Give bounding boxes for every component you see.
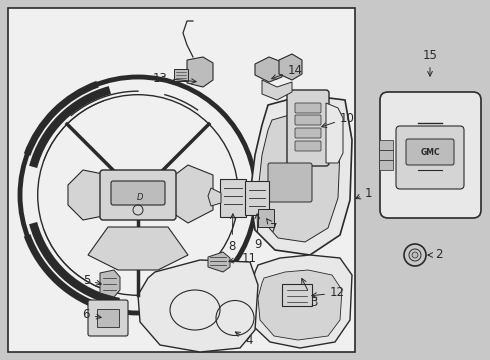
FancyBboxPatch shape (111, 181, 165, 205)
FancyBboxPatch shape (295, 103, 321, 113)
FancyBboxPatch shape (97, 309, 119, 327)
FancyBboxPatch shape (282, 284, 312, 306)
FancyBboxPatch shape (379, 160, 393, 170)
Polygon shape (255, 57, 282, 82)
FancyBboxPatch shape (174, 69, 188, 81)
Polygon shape (208, 252, 230, 272)
FancyBboxPatch shape (406, 139, 454, 165)
Text: 11: 11 (229, 252, 257, 265)
Polygon shape (138, 260, 258, 352)
FancyBboxPatch shape (295, 115, 321, 125)
Text: 13: 13 (153, 72, 196, 85)
Text: 4: 4 (235, 332, 252, 346)
Text: 5: 5 (83, 274, 101, 287)
Polygon shape (100, 270, 120, 297)
FancyBboxPatch shape (295, 141, 321, 151)
Polygon shape (187, 57, 213, 87)
Text: 14: 14 (271, 63, 303, 79)
Text: 3: 3 (302, 278, 318, 309)
Text: D: D (137, 193, 143, 202)
Polygon shape (250, 95, 352, 255)
Polygon shape (250, 255, 352, 348)
Polygon shape (68, 170, 108, 220)
Polygon shape (258, 270, 342, 340)
Text: 8: 8 (228, 214, 236, 253)
FancyBboxPatch shape (268, 163, 312, 202)
Text: 6: 6 (82, 309, 101, 321)
Text: 9: 9 (254, 214, 262, 251)
Polygon shape (262, 80, 292, 100)
Polygon shape (258, 112, 340, 242)
FancyBboxPatch shape (380, 92, 481, 218)
Polygon shape (279, 54, 302, 80)
Circle shape (412, 252, 418, 258)
Text: 15: 15 (422, 49, 438, 76)
FancyBboxPatch shape (396, 126, 464, 189)
Polygon shape (168, 165, 213, 223)
FancyBboxPatch shape (245, 181, 269, 215)
FancyBboxPatch shape (88, 300, 128, 336)
FancyBboxPatch shape (287, 90, 329, 166)
Polygon shape (326, 103, 343, 163)
Text: GMC: GMC (420, 148, 440, 157)
Polygon shape (208, 188, 221, 206)
FancyBboxPatch shape (295, 128, 321, 138)
Text: 2: 2 (428, 248, 442, 261)
Text: 1: 1 (356, 186, 372, 199)
FancyBboxPatch shape (100, 170, 176, 220)
Text: 12: 12 (312, 287, 345, 300)
Text: 7: 7 (267, 219, 277, 234)
FancyBboxPatch shape (379, 150, 393, 160)
Bar (8, 8, 355, 352)
Text: 10: 10 (321, 112, 355, 127)
FancyBboxPatch shape (258, 209, 274, 227)
Polygon shape (88, 227, 188, 270)
FancyBboxPatch shape (220, 179, 246, 217)
FancyBboxPatch shape (379, 140, 393, 150)
